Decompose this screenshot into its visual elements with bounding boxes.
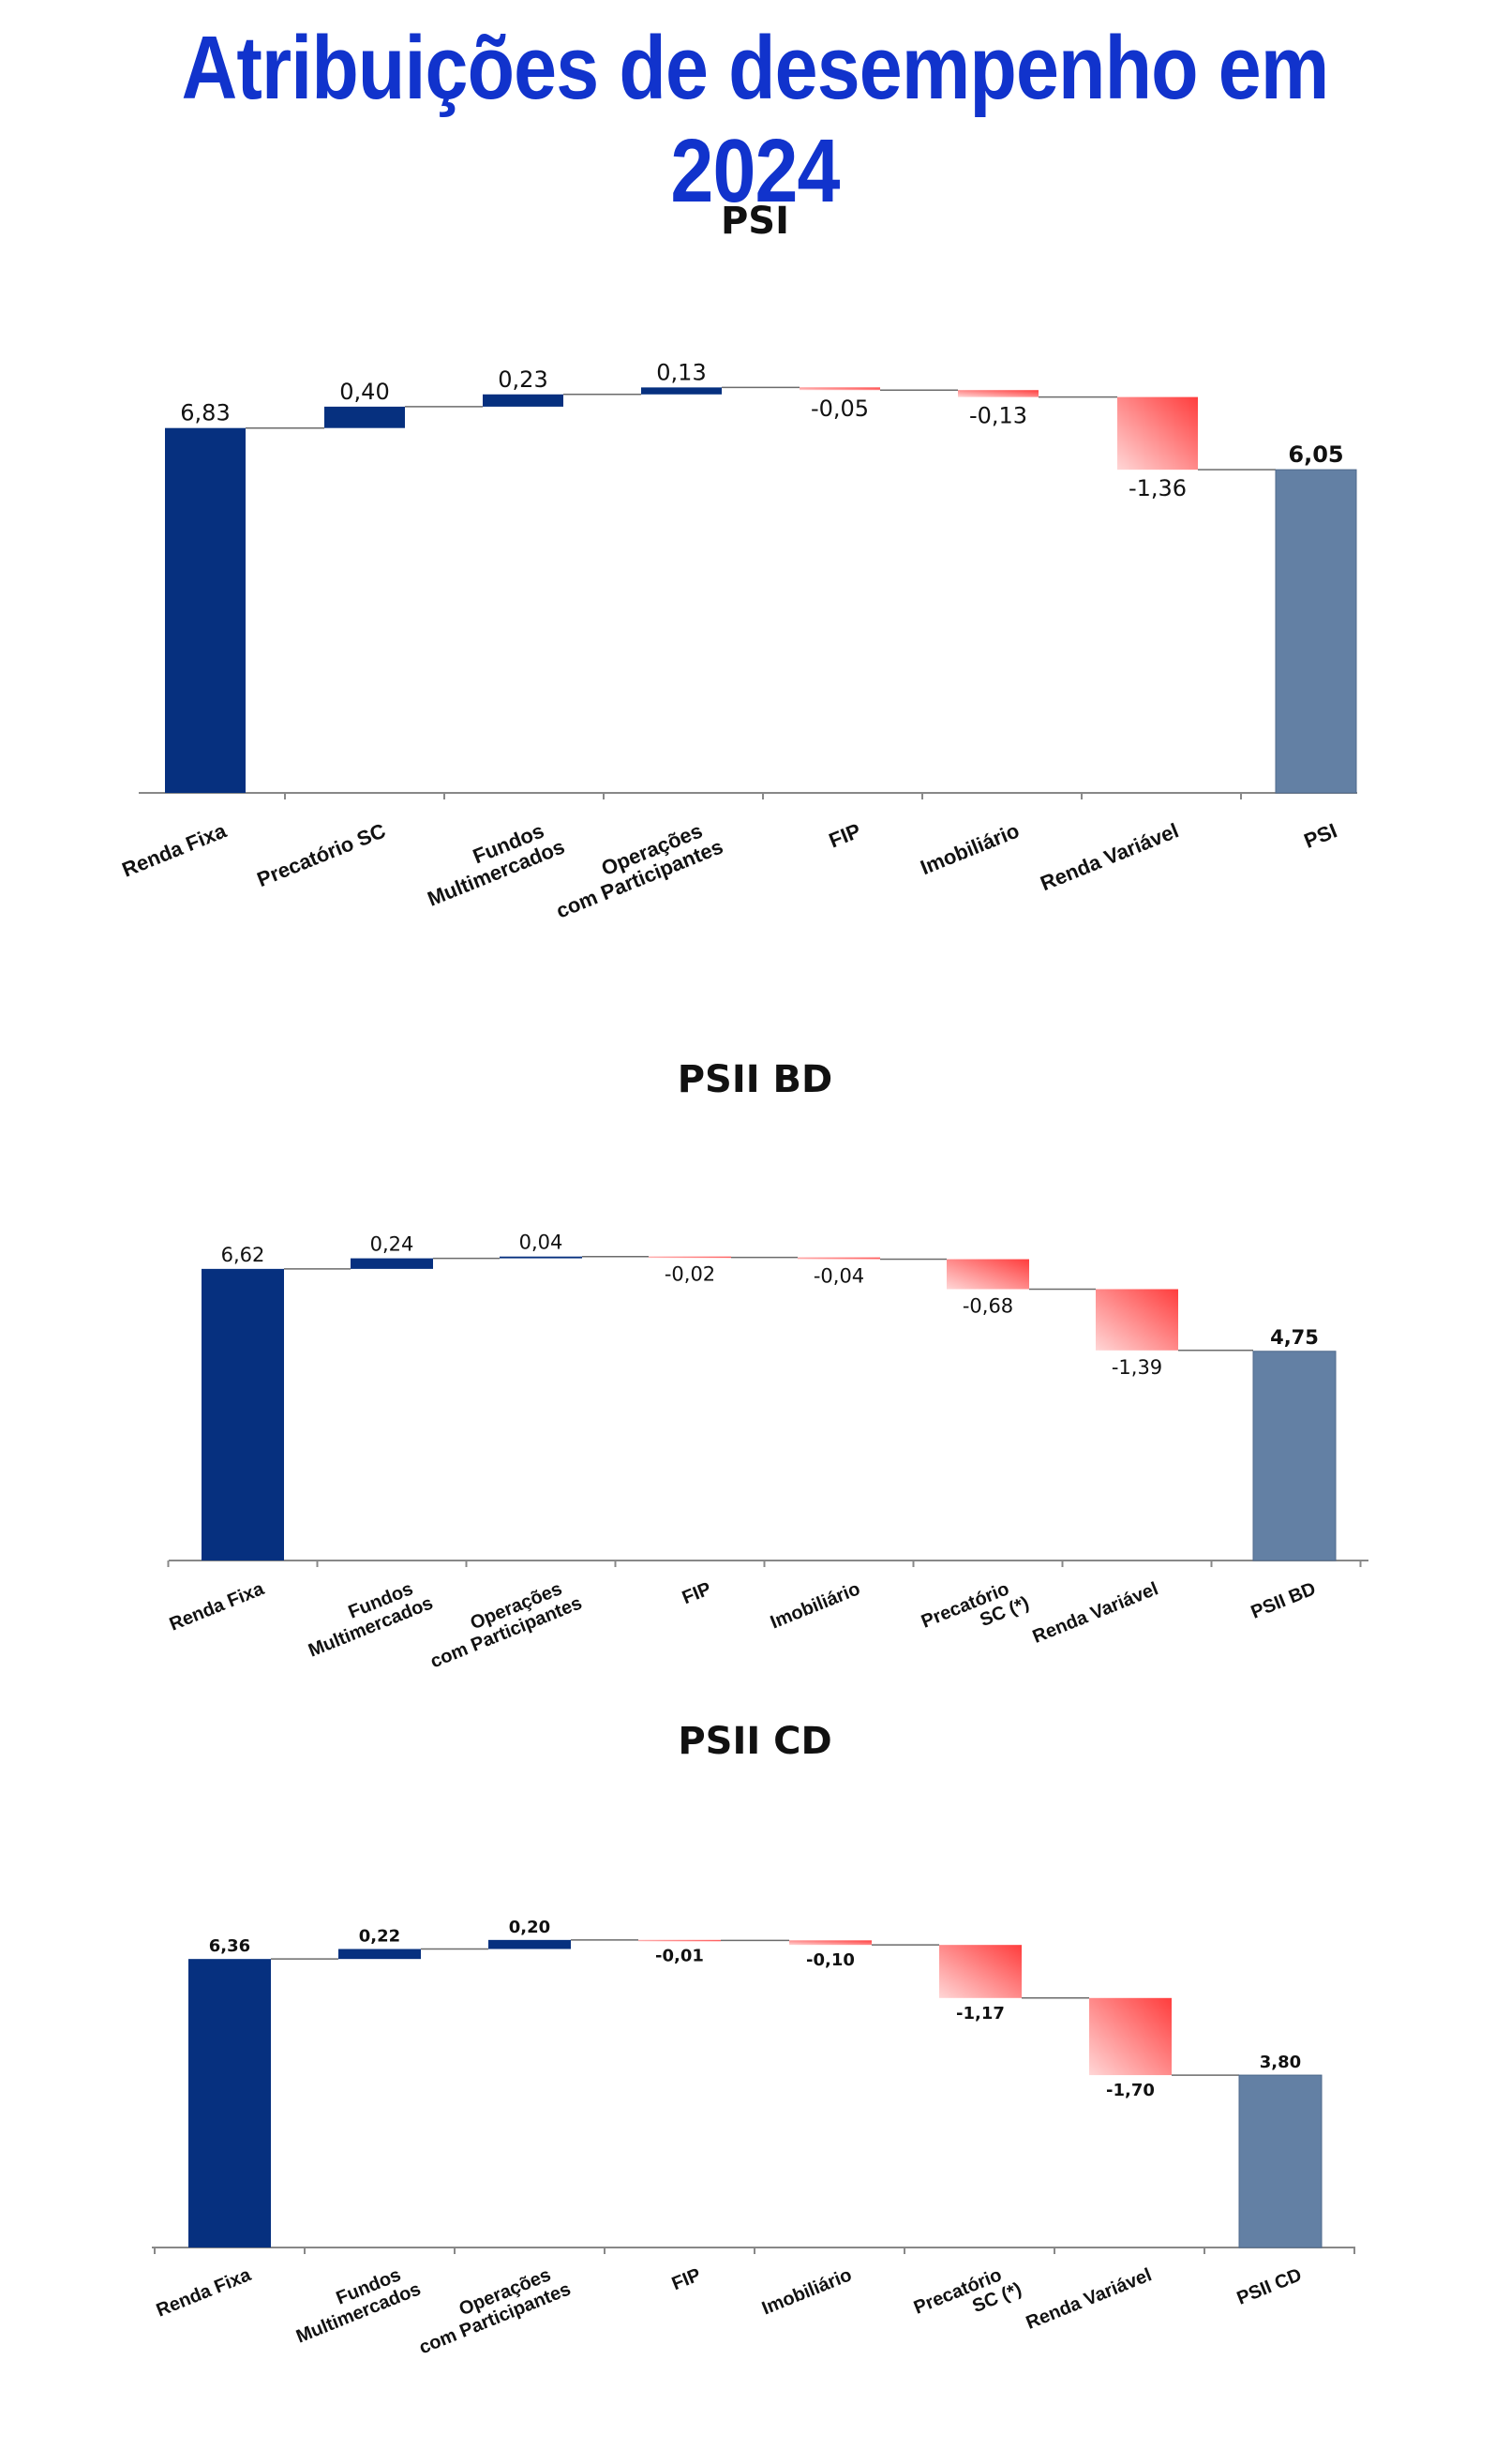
page-title: Atribuições de desempenho em 2024	[181, 18, 1330, 221]
bar-operacoes-com-participantes	[488, 1939, 571, 1949]
value-label-imobiliario: -0,10	[806, 1950, 855, 1970]
value-label-operacoes-com-participantes: 0,20	[509, 1918, 550, 1937]
bar-imobiliario	[958, 390, 1039, 397]
value-label-renda-variavel: -1,36	[1129, 475, 1187, 501]
value-label-fip: -0,02	[665, 1263, 715, 1286]
bar-imobiliario	[798, 1257, 880, 1260]
category-label-operacoes-com-participantes: Operaçõescom Participantes	[409, 2260, 574, 2358]
value-label-fundos-multimercados: 0,24	[370, 1233, 414, 1256]
category-label-fip: FIP	[669, 2264, 704, 2294]
value-label-precatorio-sc: -1,17	[956, 2004, 1005, 2023]
value-label-renda-variavel: -1,39	[1112, 1356, 1162, 1379]
bar-precatorio-sc	[947, 1259, 1029, 1290]
bar-operacoes-com-participantes	[500, 1256, 582, 1259]
bar-fundos-multimercados	[338, 1949, 421, 1960]
value-label-psii-bd: 4,75	[1270, 1326, 1319, 1349]
category-label-imobiliario: Imobiliário	[759, 2264, 855, 2319]
value-label-renda-fixa: 6,62	[221, 1244, 265, 1266]
value-label-fip: -0,01	[655, 1946, 704, 1965]
bar-renda-variavel	[1117, 396, 1198, 470]
bar-operacoes-com-participantes	[641, 387, 722, 395]
bar-renda-fixa	[188, 1959, 271, 2247]
bar-renda-variavel	[1096, 1289, 1178, 1351]
value-label-precatorio-sc: 0,40	[339, 379, 389, 405]
value-label-psii-cd: 3,80	[1260, 2053, 1301, 2072]
value-label-imobiliario: -0,04	[814, 1265, 864, 1288]
value-label-fip: -0,05	[811, 396, 869, 422]
value-label-operacoes-com-participantes: 0,04	[519, 1232, 563, 1254]
bar-psii-bd	[1252, 1351, 1337, 1561]
value-label-renda-fixa: 6,36	[209, 1936, 250, 1956]
value-label-psi: 6,05	[1288, 441, 1343, 468]
bar-imobiliario	[789, 1940, 872, 1946]
chart-title-psii-bd: PSII BD	[677, 1058, 833, 1101]
value-label-fundos-multimercados: 0,23	[498, 366, 547, 393]
value-label-renda-variavel: -1,70	[1106, 2081, 1155, 2100]
value-label-precatorio-sc: -0,68	[963, 1294, 1013, 1317]
chart-title-psii-cd: PSII CD	[678, 1720, 832, 1763]
value-label-imobiliario: -0,13	[969, 403, 1027, 429]
chart-title-psi: PSI	[720, 200, 789, 243]
category-label-renda-variavel: Renda Variável	[1024, 2264, 1155, 2334]
category-label-psii-cd: PSII CD	[1234, 2264, 1305, 2308]
value-label-renda-fixa: 6,83	[180, 400, 230, 426]
category-label-precatorio-sc: PrecatórioSC (*)	[911, 2260, 1024, 2337]
bar-precatorio-sc	[324, 406, 405, 428]
category-label-fundos-multimercados: FundosMultimercados	[286, 2260, 424, 2348]
bar-fip	[649, 1256, 731, 1259]
value-label-operacoes-com-participantes: 0,13	[656, 359, 706, 385]
bar-psi	[1275, 469, 1357, 794]
bar-renda-fixa	[165, 427, 246, 793]
bar-fundos-multimercados	[351, 1258, 433, 1269]
category-label-renda-fixa: Renda Fixa	[154, 2264, 255, 2322]
bar-renda-fixa	[202, 1268, 284, 1561]
value-label-fundos-multimercados: 0,22	[359, 1927, 400, 1947]
bar-fundos-multimercados	[483, 394, 563, 407]
bar-fip	[638, 1939, 721, 1942]
bar-fip	[800, 387, 880, 391]
bar-renda-variavel	[1089, 1997, 1172, 2076]
bar-psii-cd	[1238, 2074, 1323, 2248]
bar-precatorio-sc	[939, 1945, 1022, 1998]
